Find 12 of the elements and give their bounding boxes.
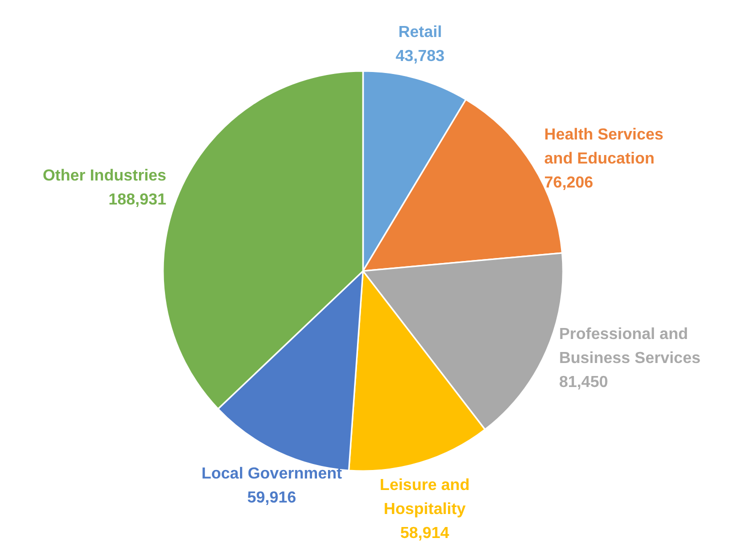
slice-label: Leisure and Hospitality bbox=[380, 476, 470, 518]
data-label: 58,914 bbox=[400, 524, 450, 542]
data-label: 76,206 bbox=[544, 174, 594, 192]
data-label: 43,783 bbox=[396, 48, 445, 65]
slice-label: Local Government bbox=[201, 466, 343, 483]
data-label: 81,450 bbox=[559, 374, 608, 391]
slice-label: Health Services and Education bbox=[544, 126, 664, 168]
slice-label: Professional and Business Services bbox=[559, 326, 701, 367]
data-label: 188,931 bbox=[108, 192, 166, 209]
data-label: 59,916 bbox=[247, 490, 296, 507]
slice-label: Other Industries bbox=[42, 168, 166, 185]
slice-label: Retail bbox=[398, 24, 442, 41]
